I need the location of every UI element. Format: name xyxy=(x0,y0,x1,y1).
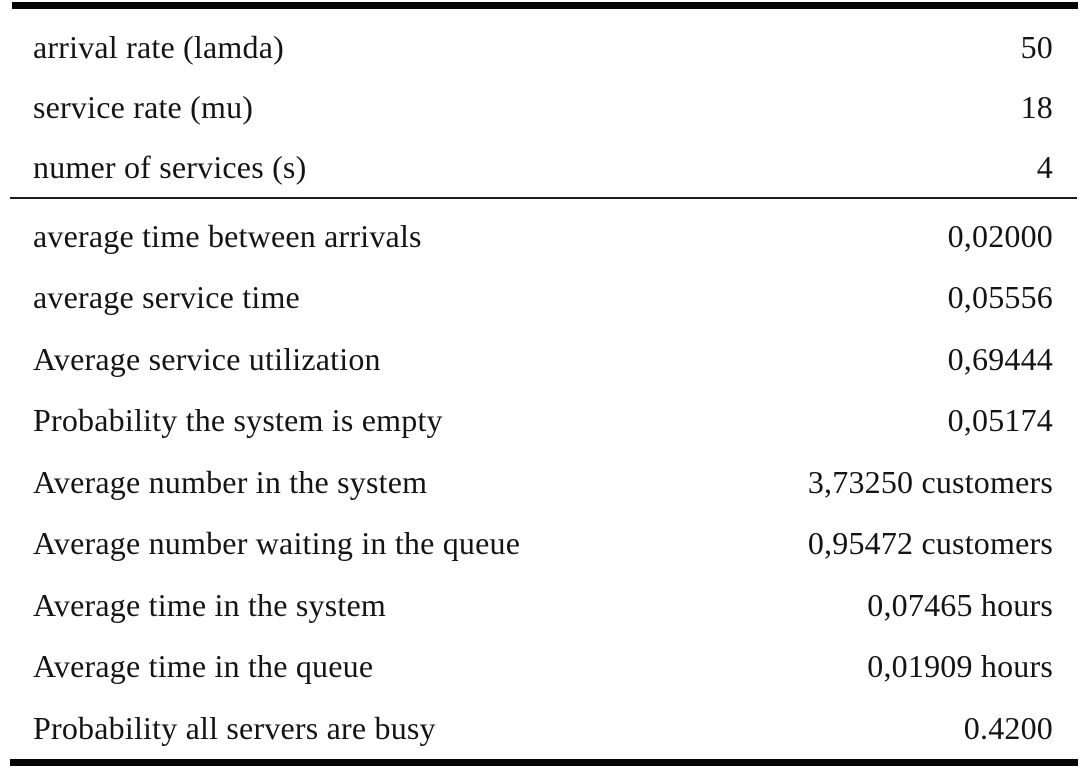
row-value: 0,05174 xyxy=(947,402,1053,439)
row-value: 18 xyxy=(1020,89,1053,125)
table-row: Probability all servers are busy 0.4200 xyxy=(0,697,1083,759)
row-label: Average time in the queue xyxy=(33,648,374,685)
table-row: service rate (mu) 18 xyxy=(0,77,1083,137)
table-row: Average service utilization 0,69444 xyxy=(0,328,1083,390)
row-label: service rate (mu) xyxy=(33,89,254,125)
table-row: average service time 0,05556 xyxy=(0,267,1083,329)
table-row: average time between arrivals 0,02000 xyxy=(0,205,1083,267)
table-row: Average number waiting in the queue 0,95… xyxy=(0,513,1083,575)
input-parameters-section: arrival rate (lamda) 50 service rate (mu… xyxy=(0,9,1083,197)
row-label: Average time in the system xyxy=(33,586,386,623)
row-label: numer of services (s) xyxy=(33,149,307,185)
bottom-rule xyxy=(10,758,1078,766)
row-value: 3,73250 customers xyxy=(807,463,1053,500)
table-row: Average time in the system 0,07465 hours xyxy=(0,574,1083,636)
top-rule xyxy=(12,2,1078,9)
row-value: 0,02000 xyxy=(947,217,1053,254)
row-label: arrival rate (lamda) xyxy=(33,29,284,65)
row-label: Average service utilization xyxy=(33,340,381,377)
row-value: 0,69444 xyxy=(947,340,1053,377)
row-value: 0,07465 hours xyxy=(867,586,1053,623)
section-divider-rule xyxy=(10,197,1077,199)
row-value: 50 xyxy=(1020,29,1053,65)
table-row: numer of services (s) 4 xyxy=(0,137,1083,197)
row-label: Average number waiting in the queue xyxy=(33,525,521,562)
row-value: 0,95472 customers xyxy=(807,525,1053,562)
row-label: Probability the system is empty xyxy=(33,402,443,439)
row-label: average time between arrivals xyxy=(33,217,422,254)
row-value: 4 xyxy=(1036,149,1053,185)
row-value: 0,05556 xyxy=(947,279,1053,316)
row-label: average service time xyxy=(33,279,300,316)
table-row: Average number in the system 3,73250 cus… xyxy=(0,451,1083,513)
computed-results-section: average time between arrivals 0,02000 av… xyxy=(0,199,1083,759)
row-label: Probability all servers are busy xyxy=(33,709,436,746)
table-row: Probability the system is empty 0,05174 xyxy=(0,390,1083,452)
row-value: 0,01909 hours xyxy=(867,648,1053,685)
table-row: Average time in the queue 0,01909 hours xyxy=(0,636,1083,698)
row-label: Average number in the system xyxy=(33,463,428,500)
row-value: 0.4200 xyxy=(963,709,1053,746)
table-row: arrival rate (lamda) 50 xyxy=(0,17,1083,77)
